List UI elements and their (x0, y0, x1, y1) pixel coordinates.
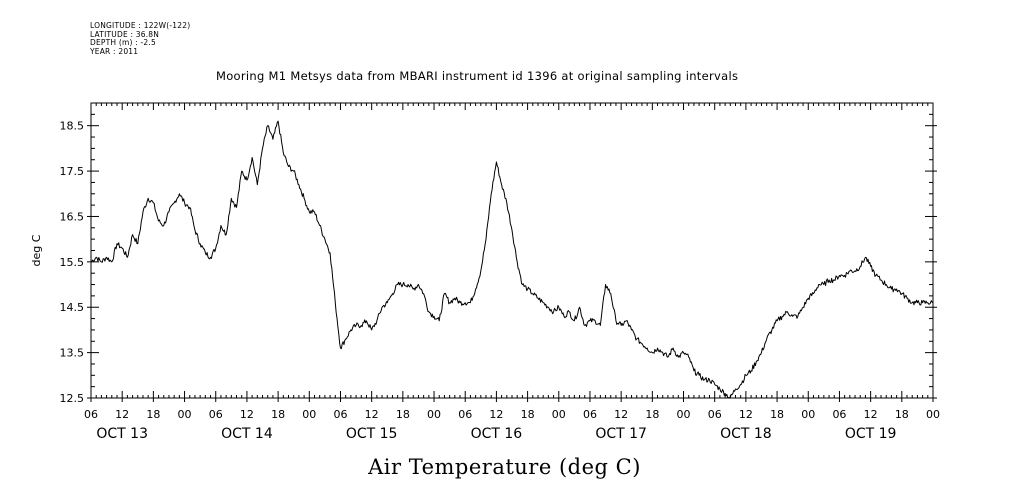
latitude-text: LATITUDE : 36.8N (90, 29, 160, 39)
depth-text: DEPTH (m) : -2.5 (90, 38, 156, 48)
x-tick-label: 00 (178, 408, 192, 421)
x-tick-label: 12 (864, 408, 878, 421)
x-tick-label: 00 (926, 408, 940, 421)
x-tick-label: 00 (427, 408, 441, 421)
chart-title: Mooring M1 Metsys data from MBARI instru… (216, 69, 739, 83)
x-day-label: OCT 16 (471, 426, 523, 442)
y-tick-label: 14.5 (60, 301, 85, 314)
x-tick-label: 18 (396, 408, 410, 421)
x-tick-label: 18 (521, 408, 535, 421)
x-tick-label: 00 (302, 408, 316, 421)
y-tick-label: 12.5 (60, 392, 85, 405)
x-tick-label: 12 (489, 408, 503, 421)
y-tick-label: 18.5 (60, 120, 85, 133)
x-tick-label: 18 (146, 408, 160, 421)
air-temperature-line (90, 120, 934, 399)
x-day-label: OCT 15 (346, 426, 398, 442)
longitude-text: LONGITUDE : 122W(-122) (90, 21, 191, 30)
metadata-block: LONGITUDE : 122W(-122) LATITUDE : 36.8N … (90, 21, 191, 56)
x-day-label: OCT 19 (845, 426, 897, 442)
x-tick-label: 12 (739, 408, 753, 421)
x-tick-label: 12 (115, 408, 129, 421)
y-tick-label: 13.5 (60, 347, 85, 360)
x-tick-label: 18 (645, 408, 659, 421)
x-tick-label: 06 (832, 408, 846, 421)
x-tick-label: 06 (583, 408, 597, 421)
x-day-label: OCT 14 (221, 426, 273, 442)
x-tick-label: 18 (895, 408, 909, 421)
x-tick-label: 00 (677, 408, 691, 421)
x-day-label: OCT 17 (595, 426, 647, 442)
x-tick-label: 00 (801, 408, 815, 421)
x-tick-label: 06 (84, 408, 98, 421)
x-tick-label: 12 (614, 408, 628, 421)
x-tick-label: 06 (708, 408, 722, 421)
x-day-label: OCT 13 (96, 426, 148, 442)
y-tick-label: 15.5 (60, 256, 85, 269)
x-tick-label: 06 (209, 408, 223, 421)
x-day-label: OCT 18 (720, 426, 772, 442)
plot-frame (90, 102, 934, 399)
x-tick-label: 18 (770, 408, 784, 421)
x-tick-label: 12 (365, 408, 379, 421)
x-tick-label: 06 (458, 408, 472, 421)
x-tick-label: 12 (240, 408, 254, 421)
y-axis-label: deg C (30, 234, 43, 266)
x-tick-label: 18 (271, 408, 285, 421)
x-axis-label: Air Temperature (deg C) (368, 455, 641, 479)
y-tick-label: 17.5 (60, 165, 85, 178)
x-tick-label: 00 (552, 408, 566, 421)
year-text: YEAR : 2011 (90, 46, 139, 56)
y-tick-label: 16.5 (60, 210, 85, 223)
x-tick-label: 06 (333, 408, 347, 421)
